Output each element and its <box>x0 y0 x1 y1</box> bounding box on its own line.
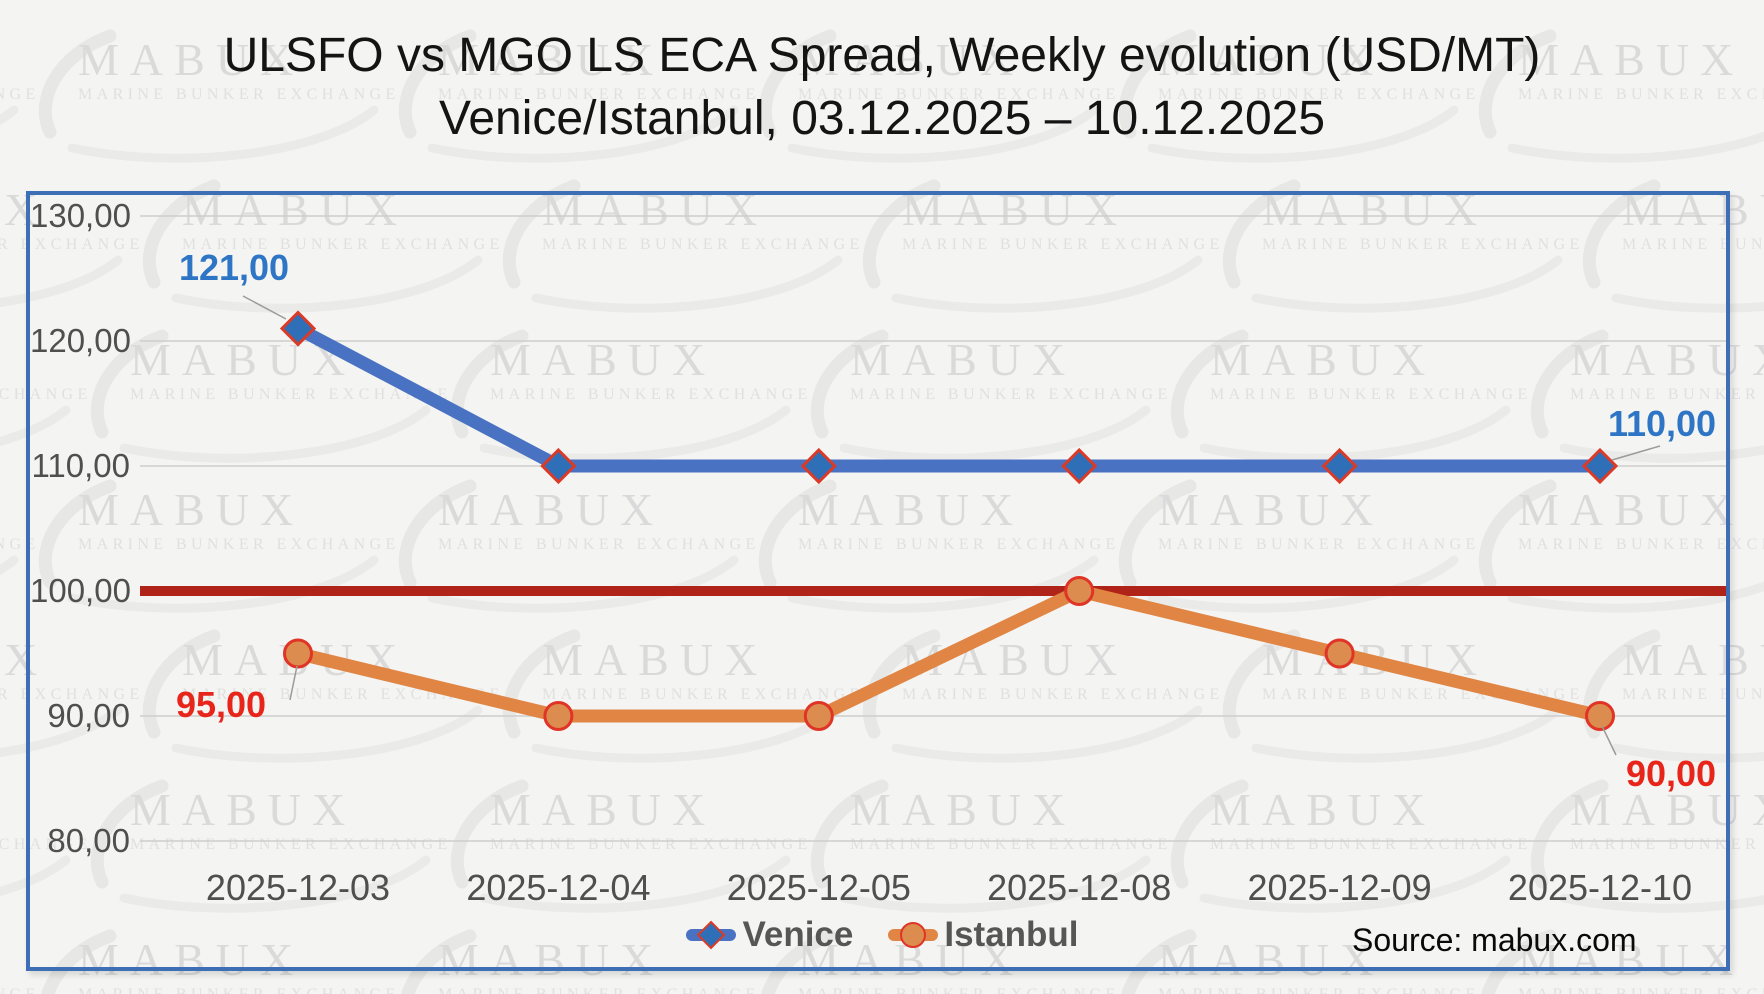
chart-title-line2: Venice/Istanbul, 03.12.2025 – 10.12.2025 <box>438 92 1326 145</box>
istanbul-legend-marker-icon <box>887 920 939 950</box>
watermark-tagline: MARINE BUNKER EXCHANGE <box>798 986 1115 994</box>
watermark-tagline: MARINE BUNKER EXCHANGE <box>1518 986 1764 994</box>
legend-label-istanbul: Istanbul <box>944 915 1079 954</box>
chart-title: ULSFO vs MGO LS ECA Spread, Weekly evolu… <box>0 24 1764 150</box>
source-label: Source: mabux.com <box>1352 922 1637 958</box>
legend-item-istanbul: Istanbul <box>887 915 1079 955</box>
chart-frame <box>26 191 1730 971</box>
watermark-tagline: MARINE BUNKER EXCHANGE <box>78 986 395 994</box>
chart-title-line1: ULSFO vs MGO LS ECA Spread, Weekly evolu… <box>223 29 1541 82</box>
watermark-swoosh-icon <box>0 555 19 575</box>
legend-label-venice: Venice <box>742 915 854 954</box>
legend-item-venice: Venice <box>685 915 853 955</box>
watermark-tagline: MARINE BUNKER EXCHANGE <box>1158 986 1475 994</box>
venice-legend-marker-icon <box>685 920 737 950</box>
watermark-tagline: MARINE BUNKER EXCHANGE <box>438 986 755 994</box>
